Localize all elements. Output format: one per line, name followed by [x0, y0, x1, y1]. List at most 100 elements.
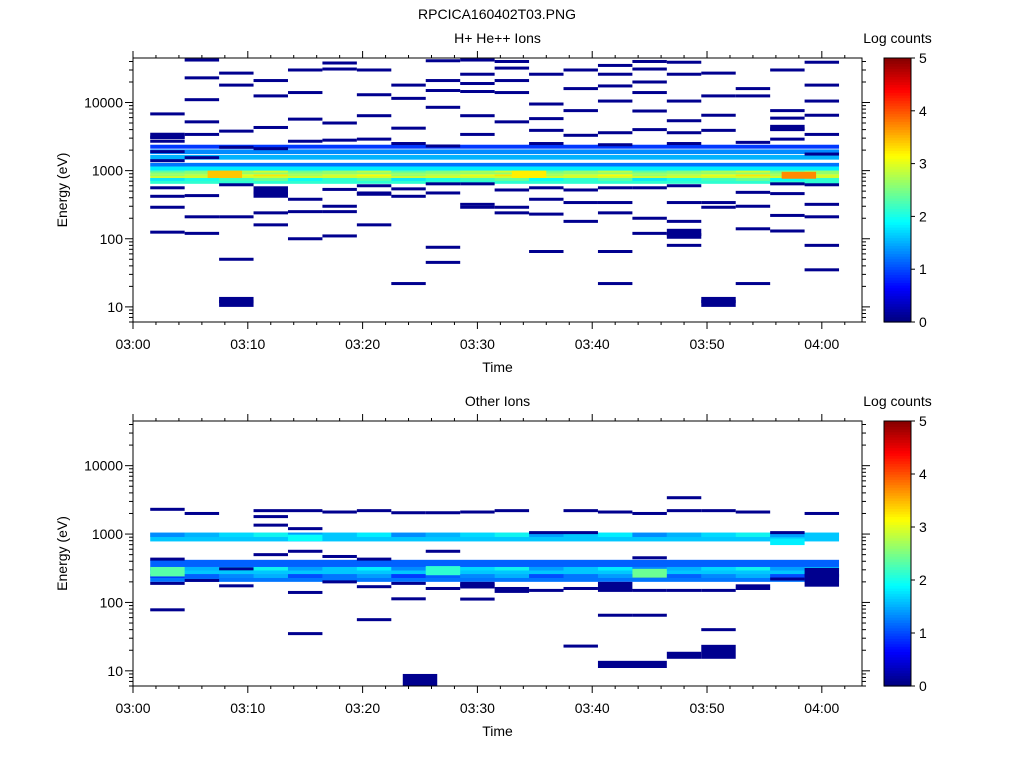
colorbar-step — [884, 421, 911, 425]
count-segment — [425, 511, 461, 515]
band-cell — [184, 532, 220, 538]
count-segment — [391, 83, 426, 87]
colorbar-step — [884, 476, 911, 480]
colorbar-step — [884, 659, 911, 663]
count-segment — [184, 156, 220, 160]
count-segment — [253, 553, 288, 557]
count-segment — [735, 204, 771, 208]
count-segment — [529, 531, 564, 535]
x-tick-label: 03:20 — [345, 700, 380, 716]
colorbar-step — [884, 216, 911, 220]
plot-frame — [132, 57, 863, 323]
count-segment — [666, 131, 702, 135]
colorbar-step — [884, 643, 911, 647]
count-segment — [597, 99, 633, 103]
count-segment — [632, 511, 667, 515]
colorbar-step — [884, 564, 911, 568]
colorbar-step — [884, 168, 911, 173]
colorbar-step — [884, 601, 911, 605]
colorbar-step — [884, 471, 911, 475]
energy-band — [150, 144, 840, 149]
count-segment — [460, 205, 495, 209]
colorbar-step — [884, 508, 911, 512]
count-segment — [494, 586, 530, 590]
colorbar-step — [884, 611, 911, 616]
count-segment — [597, 63, 633, 67]
count-segment — [563, 109, 598, 113]
x-axis-label: Time — [482, 723, 513, 739]
count-segment — [632, 216, 667, 220]
colorbar-step — [884, 94, 911, 99]
band-cell — [322, 170, 357, 173]
count-segment — [563, 531, 598, 535]
colorbar-step — [884, 678, 911, 682]
count-segment — [632, 556, 667, 560]
count-segment — [287, 549, 323, 553]
colorbar-step — [884, 197, 911, 202]
colorbar-step — [884, 84, 911, 88]
count-segment — [184, 511, 220, 515]
colorbar-step — [884, 484, 911, 488]
count-segment — [460, 114, 495, 118]
hot-spot — [770, 538, 805, 546]
band-cell — [701, 174, 736, 177]
count-segment — [529, 250, 564, 254]
count-segment — [253, 94, 288, 98]
band-cell — [632, 177, 667, 181]
band-cell — [253, 177, 288, 181]
colorbar-step — [884, 110, 911, 115]
colorbar-step — [884, 121, 911, 125]
colorbar-step — [884, 65, 911, 70]
colorbar-step — [884, 455, 911, 459]
colorbar-step — [884, 287, 911, 291]
band-cell — [253, 574, 288, 578]
count-block — [701, 644, 736, 659]
band-cell — [494, 177, 530, 181]
count-segment — [391, 282, 426, 286]
band-cell — [150, 532, 185, 538]
count-segment — [529, 142, 564, 146]
count-segment — [632, 80, 667, 84]
count-segment — [563, 509, 598, 513]
band-cell — [529, 177, 564, 181]
count-segment — [184, 231, 220, 235]
colorbar-step — [884, 282, 911, 286]
y-tick-label: 100 — [100, 231, 124, 247]
count-segment — [770, 229, 805, 233]
count-segment — [219, 129, 254, 133]
colorbar-step — [884, 81, 911, 85]
colorbar-step — [884, 447, 911, 451]
count-segment — [770, 577, 805, 581]
count-segment — [597, 131, 633, 135]
count-segment — [804, 215, 840, 219]
count-segment — [219, 145, 254, 149]
count-segment — [460, 182, 495, 186]
colorbar-step — [884, 654, 911, 658]
count-segment — [701, 205, 736, 209]
band-cell — [356, 532, 392, 538]
band-cell — [460, 177, 495, 181]
energy-band — [150, 559, 840, 567]
band-cell — [219, 532, 254, 538]
count-segment — [735, 510, 771, 514]
colorbar-step — [884, 675, 911, 679]
colorbar-step — [884, 569, 911, 573]
count-segment — [632, 109, 667, 113]
y-tick-label: 10000 — [84, 95, 123, 111]
band-cell — [425, 177, 461, 181]
count-segment — [391, 187, 426, 191]
count-segment — [287, 509, 323, 513]
band-cell — [563, 566, 598, 571]
colorbar-step — [884, 638, 911, 642]
colorbar-step — [884, 131, 911, 136]
count-segment — [391, 511, 426, 515]
colorbar-step — [884, 527, 911, 531]
count-segment — [460, 72, 495, 76]
colorbar-tick-label: 3 — [919, 156, 927, 172]
colorbar-step — [884, 208, 911, 212]
colorbar-step — [884, 147, 911, 151]
count-block — [666, 228, 702, 239]
count-segment — [219, 584, 254, 588]
band-cell — [597, 170, 633, 173]
count-segment — [287, 139, 323, 143]
